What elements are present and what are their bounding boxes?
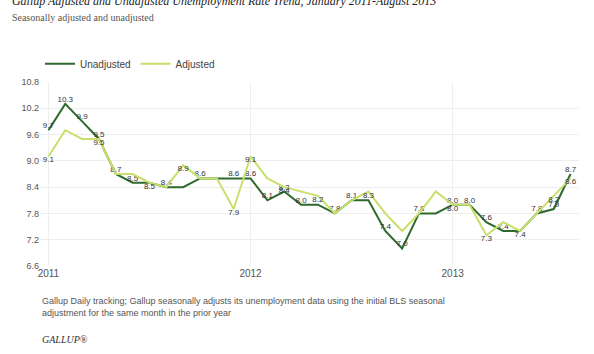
svg-text:8.0: 8.0 [296,196,308,205]
svg-text:8.3: 8.3 [279,183,291,192]
svg-text:2013: 2013 [442,268,465,279]
svg-text:8.9: 8.9 [178,164,190,173]
svg-text:7.6: 7.6 [481,213,493,222]
svg-text:9.7: 9.7 [43,121,55,130]
svg-text:9.1: 9.1 [245,155,257,164]
svg-text:9.6: 9.6 [26,130,39,140]
svg-text:8.1: 8.1 [346,191,358,200]
svg-text:8.1: 8.1 [262,191,274,200]
svg-text:7.9: 7.9 [228,208,240,217]
svg-text:10.3: 10.3 [57,95,73,104]
svg-text:GALLUP®: GALLUP® [42,334,88,345]
svg-text:7.8: 7.8 [26,209,39,219]
svg-text:8.6: 8.6 [245,169,257,178]
svg-text:9.5: 9.5 [93,138,105,147]
svg-text:8.3: 8.3 [363,191,375,200]
svg-text:7.2: 7.2 [26,235,39,245]
svg-text:8.0: 8.0 [447,204,459,213]
svg-text:8.7: 8.7 [565,165,577,174]
svg-text:8.6: 8.6 [565,177,577,186]
svg-text:7.4: 7.4 [380,222,392,231]
svg-text:8.5: 8.5 [144,182,156,191]
svg-text:10.2: 10.2 [21,103,39,113]
svg-text:7.0: 7.0 [397,239,409,248]
svg-text:8.0: 8.0 [464,196,476,205]
svg-text:8.5: 8.5 [127,174,139,183]
svg-text:8.6: 8.6 [194,169,206,178]
svg-text:Gallup Adjusted and Unadjusted: Gallup Adjusted and Unadjusted Unemploym… [12,0,436,23]
svg-text:2011: 2011 [38,268,60,279]
svg-text:8.6: 8.6 [228,169,240,178]
svg-text:7.8: 7.8 [413,204,425,213]
svg-text:9.5: 9.5 [93,130,105,139]
svg-text:8.4: 8.4 [279,186,291,195]
svg-text:6.6: 6.6 [26,261,39,271]
svg-text:8.2: 8.2 [312,195,324,204]
svg-text:9.9: 9.9 [77,112,89,121]
svg-text:9.0: 9.0 [26,156,39,166]
svg-text:10.8: 10.8 [21,77,39,87]
svg-text:Adjusted: Adjusted [176,59,215,70]
svg-text:Gallup Daily tracking; Gallup: Gallup Daily tracking; Gallup seasonally… [42,296,445,318]
svg-text:7.4: 7.4 [514,230,526,239]
svg-text:7.3: 7.3 [481,234,493,243]
svg-text:7.9: 7.9 [548,200,560,209]
svg-text:8.4: 8.4 [161,178,173,187]
svg-text:2012: 2012 [239,268,262,279]
svg-text:7.8: 7.8 [531,204,543,213]
svg-text:Unadjusted: Unadjusted [80,59,131,70]
svg-text:7.4: 7.4 [498,222,510,231]
svg-text:8.2: 8.2 [548,195,560,204]
svg-text:8.4: 8.4 [26,182,39,192]
svg-text:7.8: 7.8 [329,204,341,213]
svg-text:8.0: 8.0 [447,196,459,205]
svg-text:9.1: 9.1 [43,155,55,164]
svg-text:8.7: 8.7 [110,165,122,174]
